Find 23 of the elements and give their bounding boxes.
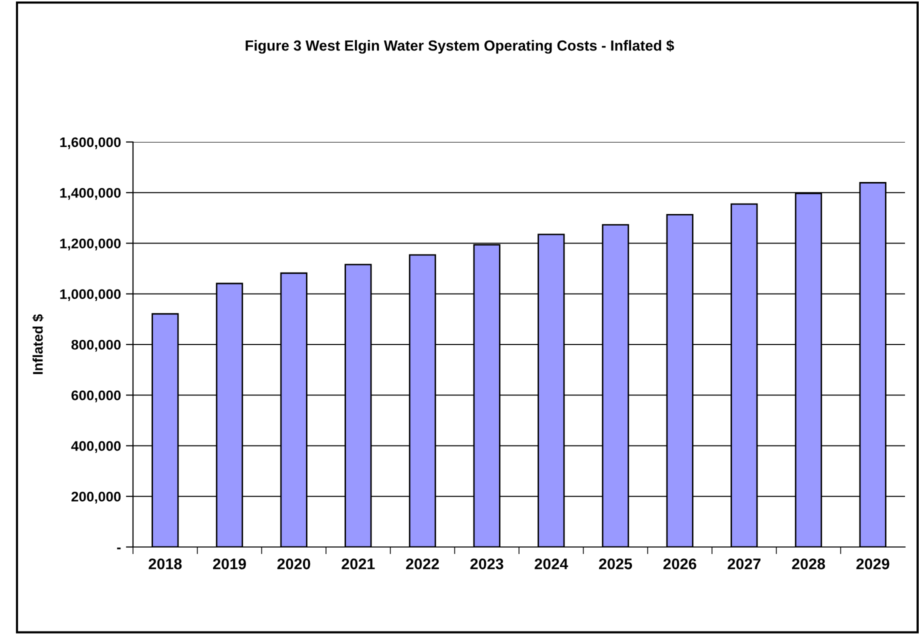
x-tick-label: 2028 <box>792 558 826 570</box>
x-tick-label: 2019 <box>213 558 246 570</box>
x-tick-label: 2026 <box>663 558 696 570</box>
y-tick-label: 600,000 <box>72 390 121 402</box>
y-tick-label: - <box>117 548 121 550</box>
x-tick-label: 2022 <box>406 558 439 570</box>
x-tick-label: 2021 <box>342 558 375 570</box>
y-tick-label: 200,000 <box>71 492 121 504</box>
y-tick-label: 400,000 <box>71 441 121 453</box>
x-tick-label: 2020 <box>277 558 310 570</box>
x-tick-label: 2023 <box>470 558 504 570</box>
chart-title: Figure 3 West Elgin Water System Operating Costs - Inflated $ <box>246 40 674 54</box>
y-tick-label: 800,000 <box>71 340 121 352</box>
x-tick-label: 2029 <box>856 558 890 570</box>
y-tick-label: 1,000,000 <box>60 289 121 302</box>
x-tick-label: 2024 <box>534 558 568 570</box>
y-tick-label: 1,600,000 <box>60 137 121 150</box>
x-tick-label: 2025 <box>599 558 632 570</box>
x-tick-label: 2018 <box>148 558 182 570</box>
y-axis-title: Inflated $ <box>32 314 44 374</box>
x-tick-label: 2027 <box>728 558 760 570</box>
y-tick-label: 1,200,000 <box>60 238 121 250</box>
y-tick-label: 1,400,000 <box>60 188 121 200</box>
